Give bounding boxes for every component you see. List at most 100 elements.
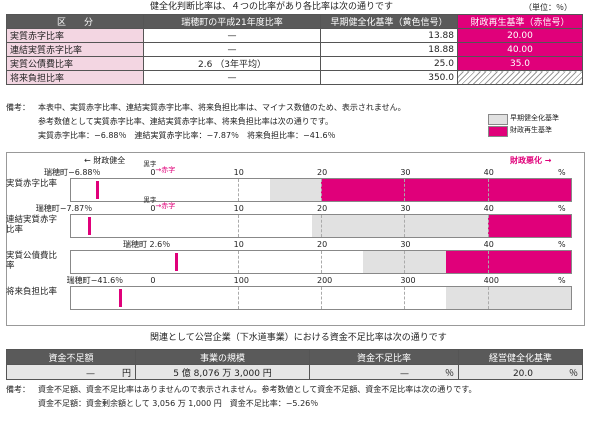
legend-swatch-rebuild: [488, 126, 508, 137]
page-title: 健全化判断比率は、４つの比率があり各比率は次の通りです: [150, 2, 394, 12]
tick-label: 20: [317, 168, 328, 177]
note-line: 資金不足額：資金剰余額として 3,056 万 1,000 円 資金不足比率：−5…: [38, 399, 319, 408]
row-label: 実質公債費比率: [6, 56, 144, 71]
col-header-rebuild: 財政再生基準（赤信号）: [457, 14, 583, 29]
row-label: 実質赤字比率: [6, 28, 144, 43]
grid-tick: [321, 287, 322, 309]
grid-tick: [404, 179, 406, 201]
tick-label: 0: [150, 204, 156, 213]
table-row: — 円 5 億 8,076 万 3,000 円 — ％ 20.0 ％: [6, 364, 583, 380]
ratios-table: 区 分 瑞穂町の平成21年度比率 早期健全化基準（黄色信号） 財政再生基準（赤信…: [6, 14, 583, 85]
tick-label: 30: [400, 204, 411, 213]
town-value: 2.6 （3年平均）: [143, 56, 321, 71]
shortage-value: — 円: [6, 364, 136, 380]
early-value: 350.0: [320, 70, 458, 85]
note-line: 参考数値として実質赤字比率、連結実質赤字比率、将来負担比率は次の通りです。: [38, 117, 333, 126]
chart-row-label: 実質公債費比率: [6, 251, 58, 271]
chart-row-label: 実質赤字比率: [6, 179, 58, 189]
scale-value: 5 億 8,076 万 3,000 円: [135, 364, 310, 380]
value-marker: [87, 217, 91, 235]
unit-label: （単位：％）: [524, 3, 572, 12]
public-table: 資金不足額 事業の規模 資金不足比率 経営健全化基準 — 円 5 億 8,076…: [6, 349, 583, 380]
early-warning-segment: [446, 287, 571, 309]
early-warning-segment: [311, 215, 488, 237]
grid-tick: [487, 179, 489, 201]
chart-right-caption: 財政悪化 →: [510, 156, 552, 165]
surplus-label: 黒字: [143, 196, 157, 204]
note-lead: 備考：: [6, 385, 30, 394]
deficit-label: →赤字: [155, 202, 176, 210]
tick-label: %: [558, 204, 566, 213]
surplus-label: 黒字: [143, 160, 157, 168]
deficit-label: →赤字: [155, 166, 176, 174]
chart-left-caption: ← 財政健全: [84, 156, 126, 165]
grid-tick: [487, 287, 489, 309]
table-row: 実質公債費比率 2.6 （3年平均） 25.0 35.0: [6, 56, 583, 71]
bar-track: [70, 214, 572, 238]
bar-track: [70, 250, 572, 274]
tick-label: 0: [150, 276, 156, 285]
chart-panel: [6, 152, 585, 326]
tick-label: 20: [317, 204, 328, 213]
rebuild-value: 35.0: [457, 56, 583, 71]
tick-label: 10: [233, 168, 244, 177]
tick-label: %: [558, 240, 566, 249]
legend-label-rebuild: 財政再生基準: [510, 126, 552, 134]
col-header-town: 瑞穂町の平成21年度比率: [143, 14, 321, 29]
early-warning-segment: [362, 251, 446, 273]
note-line: 本表中、実質赤字比率、連結実質赤字比率、将来負担比率は、マイナス数値のため、表示…: [38, 103, 406, 112]
chart-row-label: 将来負担比率: [6, 287, 58, 297]
value-marker: [96, 181, 99, 199]
table-row: 実質赤字比率 — 13.88 20.00: [6, 28, 583, 43]
rebuild-segment: [446, 251, 571, 273]
grid-tick: [404, 215, 406, 237]
town-value: —: [143, 42, 321, 57]
marker-label: 瑞穂町−41.6％: [66, 276, 124, 285]
marker-label: 瑞穂町 2.6％: [123, 240, 171, 249]
town-value: —: [143, 70, 321, 85]
early-value: 18.88: [320, 42, 458, 57]
col-header-standard: 経営健全化基準: [458, 349, 583, 365]
tick-label: 100: [233, 276, 249, 285]
early-value: 13.88: [320, 28, 458, 43]
note-line: 実質赤字比率：−6.88％ 連結実質赤字比率：−7.87％ 将来負担比率：−41…: [38, 131, 336, 140]
grid-tick: [404, 251, 406, 273]
tick-label: 30: [400, 240, 411, 249]
tick-label: 10: [233, 204, 244, 213]
table-row: 連結実質赤字比率 — 18.88 40.00: [6, 42, 583, 57]
standard-value: 20.0 ％: [458, 364, 583, 380]
early-value: 25.0: [320, 56, 458, 71]
grid-tick: [487, 215, 489, 237]
col-header-category: 区 分: [6, 14, 144, 29]
row-label: 連結実質赤字比率: [6, 42, 144, 57]
marker-label: 瑞穂町−7.87％: [35, 204, 93, 213]
value-marker: [175, 253, 178, 271]
grid-tick: [404, 287, 406, 309]
table-row: 将来負担比率 — 350.0: [6, 70, 583, 85]
tick-label: 300: [400, 276, 416, 285]
legend-swatch-early: [488, 114, 508, 125]
ratio-value: — ％: [309, 364, 459, 380]
bar-track: [70, 286, 572, 310]
col-header-early: 早期健全化基準（黄色信号）: [320, 14, 458, 29]
legend-label-early: 早期健全化基準: [510, 114, 559, 122]
col-header-ratio: 資金不足比率: [309, 349, 459, 365]
grid-tick: [237, 287, 239, 309]
tick-label: 20: [317, 240, 328, 249]
rebuild-segment: [487, 215, 571, 237]
rebuild-value-na: [457, 70, 583, 85]
tick-label: 0: [150, 168, 156, 177]
col-header-scale: 事業の規模: [135, 349, 310, 365]
rebuild-value: 40.00: [457, 42, 583, 57]
tick-label: 40: [483, 240, 494, 249]
note-line: 資金不足額、資金不足比率はありませんので表示されません。参考数値として資金不足額…: [38, 385, 477, 394]
col-header-shortage: 資金不足額: [6, 349, 136, 365]
tick-label: 40: [483, 204, 494, 213]
tick-label: 200: [317, 276, 333, 285]
early-warning-segment: [270, 179, 321, 201]
note-lead: 備考：: [6, 103, 30, 112]
tick-label: %: [558, 168, 566, 177]
grid-tick: [321, 215, 322, 237]
grid-tick: [237, 215, 239, 237]
tick-label: 40: [483, 168, 494, 177]
